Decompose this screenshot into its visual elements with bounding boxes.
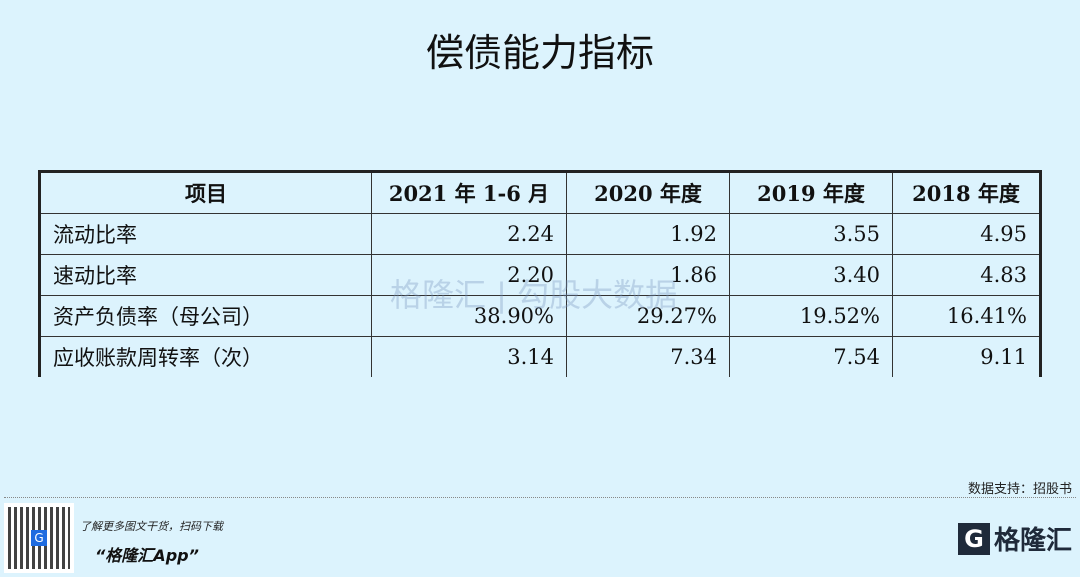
- app-name: “格隆汇App”: [95, 546, 199, 565]
- cell-value: 4.83: [892, 254, 1041, 296]
- row-label: 速动比率: [39, 254, 372, 296]
- solvency-table: 项目 2021 年 1-6 月 2020 年度 2019 年度 2018 年度 …: [38, 170, 1042, 377]
- cell-value: 1.92: [566, 213, 730, 255]
- app-logo-icon: G: [31, 530, 47, 546]
- cell-value: 38.90%: [371, 295, 567, 337]
- header-2020: 2020 年度: [566, 171, 730, 214]
- cell-value: 7.34: [566, 336, 730, 377]
- row-label: 流动比率: [39, 213, 372, 255]
- g-logo-icon: G: [957, 522, 990, 555]
- cell-value: 2.24: [371, 213, 567, 255]
- cell-value: 3.55: [729, 213, 893, 255]
- table-header-row: 项目 2021 年 1-6 月 2020 年度 2019 年度 2018 年度: [39, 171, 1041, 214]
- qr-code: G: [4, 503, 74, 573]
- row-label: 应收账款周转率（次）: [39, 336, 372, 377]
- cell-value: 4.95: [892, 213, 1041, 255]
- cell-value: 16.41%: [892, 295, 1041, 337]
- row-label: 资产负债率（母公司）: [39, 295, 372, 337]
- logo-text: 格隆汇: [993, 526, 1072, 556]
- cell-value: 7.54: [729, 336, 893, 377]
- cell-value: 9.11: [892, 336, 1041, 377]
- cell-value: 19.52%: [729, 295, 893, 337]
- data-source: 数据支持：招股书: [967, 482, 1072, 497]
- brand-logo: G 格隆汇: [957, 520, 1072, 557]
- promo-text: 了解更多图文干货，扫码下载: [80, 520, 223, 533]
- table-row: 速动比率 2.20 1.86 3.40 4.83: [39, 254, 1041, 296]
- cell-value: 3.14: [371, 336, 567, 377]
- divider: [4, 497, 1076, 498]
- cell-value: 29.27%: [566, 295, 730, 337]
- table-row: 流动比率 2.24 1.92 3.55 4.95: [39, 213, 1041, 255]
- header-item: 项目: [39, 171, 372, 214]
- table-row: 应收账款周转率（次） 3.14 7.34 7.54 9.11: [39, 336, 1041, 377]
- header-2018: 2018 年度: [892, 171, 1041, 214]
- table-row: 资产负债率（母公司） 38.90% 29.27% 19.52% 16.41%: [39, 295, 1041, 337]
- page-title: 偿债能力指标: [425, 31, 654, 75]
- cell-value: 2.20: [371, 254, 567, 296]
- cell-value: 3.40: [729, 254, 893, 296]
- cell-value: 1.86: [566, 254, 730, 296]
- header-2019: 2019 年度: [729, 171, 893, 214]
- header-2021h1: 2021 年 1-6 月: [371, 171, 567, 214]
